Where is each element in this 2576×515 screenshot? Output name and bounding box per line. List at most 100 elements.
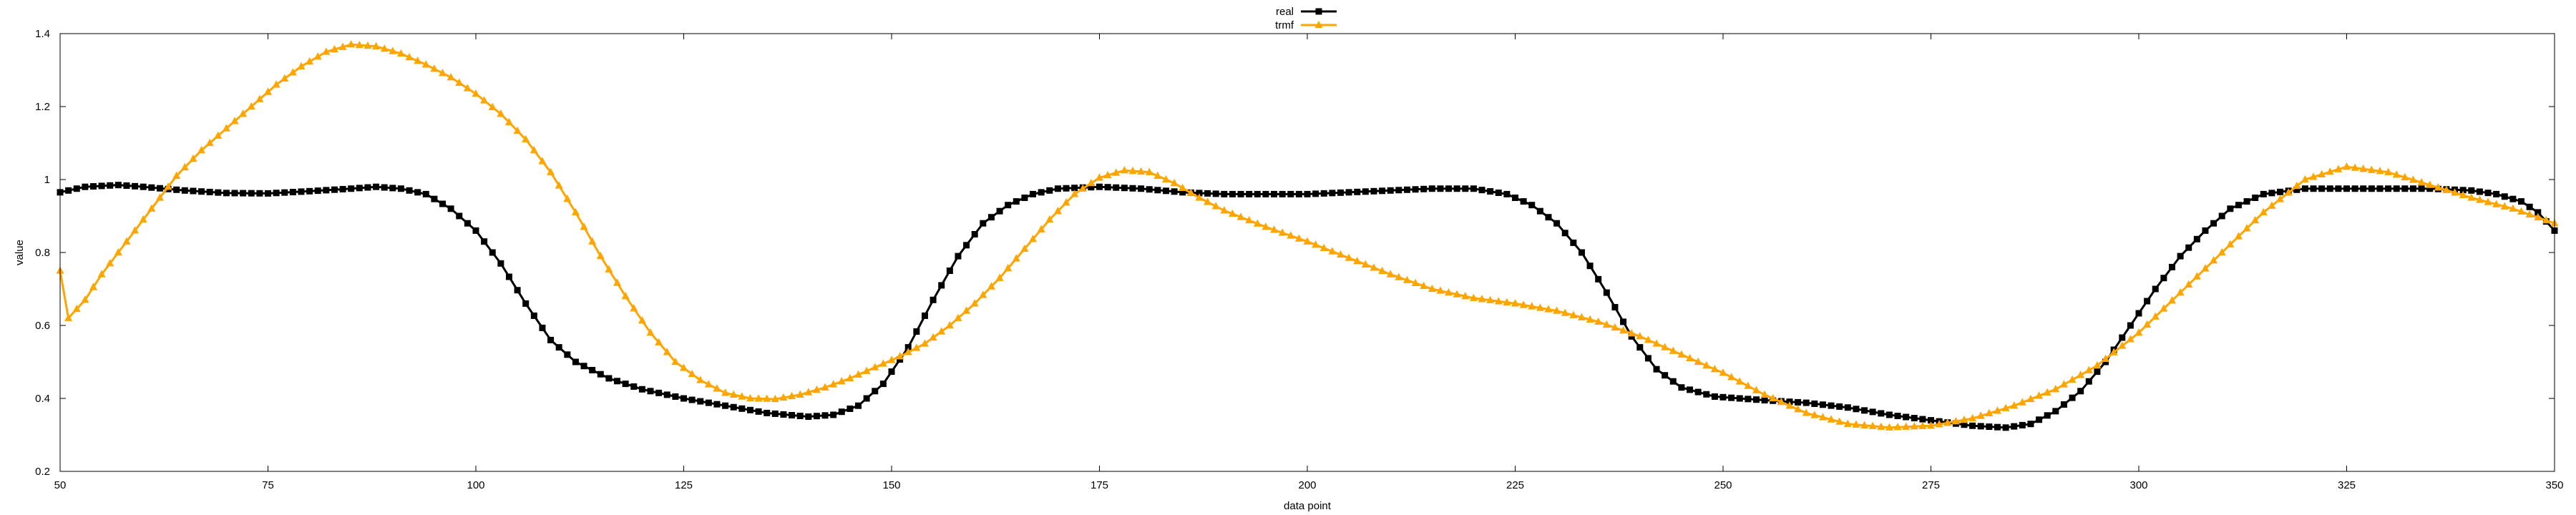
data-point-trmf (871, 363, 879, 371)
x-tick-label: 75 (262, 479, 274, 491)
legend-label: trmf (1275, 19, 1294, 31)
data-point-trmf (2367, 165, 2376, 173)
data-point-trmf (1877, 422, 1885, 430)
data-point-real (1021, 195, 1028, 201)
data-point-real (1129, 185, 1136, 192)
data-point-real (555, 344, 562, 351)
data-point-real (497, 260, 504, 267)
data-point-trmf (2343, 162, 2351, 170)
data-point-trmf (389, 46, 397, 54)
data-point-trmf (1179, 183, 1187, 192)
data-point-real (65, 187, 72, 194)
data-point-real (1536, 207, 1543, 215)
data-point-trmf (879, 359, 887, 367)
data-point-real (821, 412, 829, 419)
data-point-trmf (721, 388, 730, 396)
data-point-trmf (995, 273, 1004, 281)
data-point-real (1403, 186, 1410, 193)
data-point-real (663, 391, 670, 398)
data-point-trmf (1319, 243, 1328, 252)
data-point-trmf (754, 394, 763, 402)
data-point-real (1745, 396, 1752, 403)
data-point-trmf (1103, 170, 1112, 179)
data-point-trmf (2301, 175, 2309, 183)
data-point-trmf (812, 385, 821, 393)
data-point-real (830, 411, 837, 418)
data-point-real (688, 396, 696, 403)
data-point-real (1428, 185, 1435, 192)
data-point-trmf (896, 352, 904, 360)
data-point-trmf (1029, 235, 1038, 242)
data-point-trmf (1686, 353, 1694, 362)
data-point-real (1237, 190, 1244, 197)
data-point-real (522, 300, 530, 307)
data-point-real (838, 408, 845, 416)
data-point-trmf (2026, 394, 2035, 403)
data-point-trmf (522, 134, 530, 143)
data-point-real (1229, 190, 1236, 197)
data-point-real (888, 368, 895, 376)
data-point-real (373, 183, 380, 190)
data-point-trmf (1004, 263, 1013, 272)
data-point-trmf (97, 270, 106, 278)
data-point-trmf (555, 181, 563, 189)
data-point-real (2476, 188, 2483, 195)
data-point-real (1287, 190, 1294, 197)
data-point-real (114, 182, 122, 189)
data-point-trmf (155, 193, 164, 201)
data-point-trmf (1852, 420, 1860, 428)
data-point-real (872, 388, 879, 395)
data-point-real (1795, 398, 1802, 406)
data-point-real (630, 383, 638, 390)
data-point-trmf (1287, 231, 1295, 239)
data-point-trmf (2118, 341, 2127, 349)
data-point-real (414, 189, 421, 196)
data-point-trmf (530, 146, 538, 154)
data-point-trmf (688, 369, 696, 378)
data-point-real (1687, 386, 1694, 393)
data-point-real (1986, 423, 1993, 431)
data-point-real (938, 282, 945, 289)
data-point-trmf (2392, 170, 2401, 178)
data-point-real (1179, 189, 1186, 196)
data-point-real (930, 296, 937, 303)
data-point-trmf (1752, 386, 1760, 393)
data-point-real (1520, 198, 1527, 205)
data-point-real (2135, 310, 2142, 317)
data-point-real (2202, 227, 2209, 234)
data-point-trmf (1478, 295, 1486, 303)
data-point-real (2376, 185, 2384, 192)
data-point-trmf (89, 283, 97, 290)
data-point-trmf (2284, 188, 2293, 196)
data-point-trmf (497, 109, 505, 117)
data-point-trmf (488, 102, 497, 110)
data-point-real (2368, 185, 2375, 192)
data-point-trmf (306, 57, 314, 65)
data-point-trmf (1294, 234, 1303, 242)
data-point-real (1611, 304, 1619, 310)
data-point-trmf (297, 62, 306, 70)
data-point-trmf (1386, 270, 1395, 278)
data-point-real (1561, 230, 1568, 237)
data-point-trmf (1827, 415, 1835, 423)
data-point-trmf (821, 383, 829, 391)
data-point-trmf (987, 282, 995, 290)
data-point-trmf (1461, 292, 1470, 300)
data-point-trmf (563, 195, 572, 202)
data-point-real (348, 185, 355, 192)
data-point-real (2310, 185, 2317, 192)
data-point-trmf (1794, 405, 1802, 413)
data-point-trmf (1636, 332, 1644, 340)
x-tick-label: 125 (675, 479, 693, 491)
data-point-real (2426, 185, 2434, 192)
data-point-real (256, 190, 263, 197)
data-point-trmf (846, 373, 854, 382)
data-point-trmf (1469, 293, 1478, 301)
data-point-trmf (2334, 165, 2343, 172)
data-point-real (2119, 334, 2126, 341)
data-point-trmf (671, 357, 680, 366)
data-point-real (2002, 424, 2009, 431)
data-point-trmf (1120, 166, 1128, 174)
data-point-trmf (189, 154, 197, 162)
data-point-real (1271, 190, 1278, 197)
